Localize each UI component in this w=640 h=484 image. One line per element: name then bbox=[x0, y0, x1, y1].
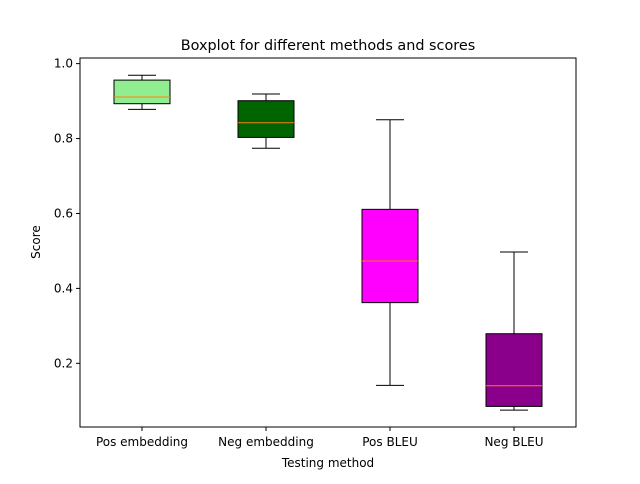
y-tick-label: 0.6 bbox=[54, 206, 73, 220]
x-tick-label: Neg embedding bbox=[218, 435, 314, 449]
x-tick-label: Neg BLEU bbox=[484, 435, 543, 449]
plot-frame bbox=[79, 57, 577, 428]
y-tick-label: 0.2 bbox=[54, 356, 73, 370]
y-tick-label: 0.8 bbox=[54, 132, 73, 146]
chart-title: Boxplot for different methods and scores bbox=[181, 38, 475, 54]
box-pos-embedding bbox=[113, 79, 171, 105]
y-axis-label: Score bbox=[29, 225, 43, 259]
y-tick-label: 0.4 bbox=[54, 281, 73, 295]
y-tick-label: 1.0 bbox=[54, 57, 73, 71]
x-tick-label: Pos BLEU bbox=[362, 435, 418, 449]
x-axis-label: Testing method bbox=[281, 456, 374, 470]
box-neg-embedding bbox=[237, 100, 295, 138]
box-neg-bleu bbox=[485, 333, 543, 407]
x-tick-label: Pos embedding bbox=[96, 435, 188, 449]
box-pos-bleu bbox=[361, 208, 419, 304]
